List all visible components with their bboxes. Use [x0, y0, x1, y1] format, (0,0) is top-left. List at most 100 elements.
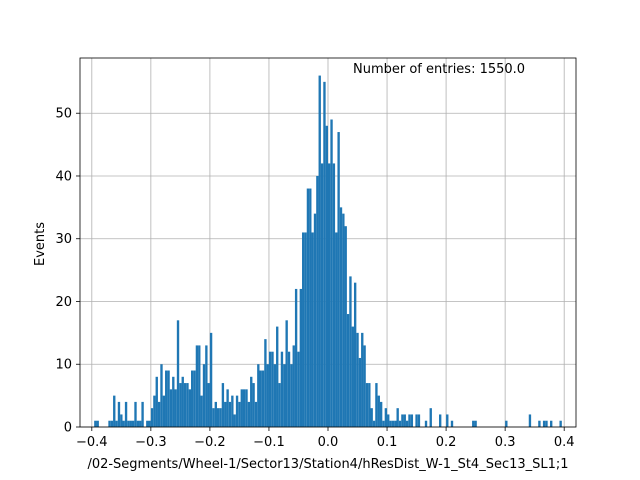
histogram-bar: [257, 364, 260, 427]
histogram-bar: [339, 207, 343, 427]
histogram-bar: [247, 401, 251, 427]
histogram-bar: [167, 370, 170, 427]
histogram-bar: [181, 376, 184, 427]
histogram-bar: [290, 364, 293, 427]
histogram-bar: [368, 383, 371, 427]
histogram-bar: [299, 288, 303, 427]
histogram-bar: [108, 420, 111, 427]
y-tick-label: 30: [55, 232, 72, 247]
histogram-bar: [113, 395, 116, 427]
histogram-bar: [191, 370, 194, 427]
histogram-bar: [273, 364, 277, 427]
histogram-bar: [280, 351, 284, 427]
x-tick-label: −0.3: [135, 435, 167, 450]
y-tick-label: 50: [55, 107, 72, 122]
histogram-bar: [162, 395, 166, 427]
histogram-bar: [387, 414, 390, 427]
histogram-bar: [122, 420, 125, 427]
histogram-bar: [268, 351, 272, 427]
histogram-bar: [528, 414, 532, 427]
histogram-bar: [304, 232, 307, 427]
x-tick-label: 0.4: [554, 435, 575, 450]
histogram-bar: [382, 420, 385, 427]
histogram-bar: [134, 401, 137, 427]
histogram-bar: [207, 383, 210, 427]
histogram-bar: [474, 420, 477, 427]
histogram-bar: [403, 414, 406, 427]
histogram-bar: [212, 408, 215, 427]
x-axis-ticks: −0.4 −0.3 −0.2 −0.1 0.0 0.1 0.2 0.3 0.4: [76, 427, 575, 450]
histogram-bars: [94, 75, 562, 428]
histogram-bar: [287, 351, 291, 427]
histogram-bar: [155, 376, 158, 427]
histogram-bar: [264, 339, 267, 427]
histogram-bar: [353, 282, 357, 427]
histogram-bar: [318, 75, 321, 428]
histogram-bar: [285, 320, 288, 427]
histogram-bar: [214, 401, 217, 427]
histogram-bar: [172, 376, 175, 427]
histogram-bar: [157, 401, 161, 427]
y-axis-label: Events: [33, 222, 48, 266]
histogram-bar: [328, 163, 331, 427]
histogram-bar: [252, 383, 255, 427]
histogram-bar: [226, 389, 229, 427]
histogram-bar: [219, 408, 222, 427]
x-tick-label: −0.1: [253, 435, 285, 450]
histogram-bar: [120, 414, 123, 427]
histogram-bar: [415, 414, 418, 427]
histogram-bar: [370, 408, 373, 427]
histogram-bar: [424, 420, 428, 427]
histogram-bar: [245, 389, 248, 427]
histogram-bar: [344, 226, 347, 427]
histogram-bar: [361, 332, 364, 427]
histogram-bar: [235, 395, 239, 427]
histogram-bar: [202, 364, 206, 427]
histogram-bar: [238, 401, 241, 427]
x-tick-label: 0.3: [495, 435, 516, 450]
histogram-bar: [186, 383, 189, 427]
histogram-bar: [188, 389, 192, 427]
histogram-bar: [160, 364, 163, 427]
histogram-bar: [311, 232, 314, 427]
histogram-bar: [316, 175, 319, 427]
histogram-bar: [356, 332, 359, 427]
histogram-bar: [193, 370, 196, 427]
histogram-bar: [439, 414, 442, 427]
histogram-bar: [306, 188, 310, 427]
y-tick-label: 10: [55, 358, 72, 373]
histogram-bar: [183, 383, 187, 427]
histogram-bar: [205, 345, 208, 427]
histogram-bar: [221, 383, 225, 427]
histogram-bar: [410, 414, 414, 427]
histogram-bar: [337, 132, 340, 427]
histogram-bar: [401, 414, 404, 427]
x-tick-label: 0.0: [318, 435, 339, 450]
histogram-bar: [266, 364, 269, 427]
histogram-bar: [446, 414, 449, 427]
histogram-bar: [283, 364, 286, 427]
histogram-bar: [200, 395, 203, 427]
histogram-bar: [542, 420, 546, 427]
histogram-bar: [136, 420, 140, 427]
histogram-bar: [195, 345, 199, 427]
histogram-bar: [139, 420, 142, 427]
histogram-bar: [417, 414, 421, 427]
histogram-bar: [129, 420, 132, 427]
histogram-bar: [505, 420, 508, 427]
entries-annotation: Number of entries: 1550.0: [353, 62, 525, 77]
y-axis-ticks: 0 10 20 30 40 50: [55, 107, 80, 436]
histogram-bar: [124, 401, 128, 427]
histogram-bar: [335, 232, 338, 427]
histogram-bar: [545, 420, 548, 427]
histogram-bar: [250, 376, 253, 427]
histogram-bar: [165, 370, 168, 427]
histogram-bar: [242, 389, 246, 427]
histogram-bar: [320, 163, 324, 427]
histogram-bar: [342, 213, 345, 427]
x-tick-label: 0.2: [436, 435, 457, 450]
y-tick-label: 40: [55, 169, 72, 184]
histogram-bar: [538, 420, 541, 427]
histogram-bar: [323, 81, 326, 428]
histogram-bar: [110, 420, 114, 427]
